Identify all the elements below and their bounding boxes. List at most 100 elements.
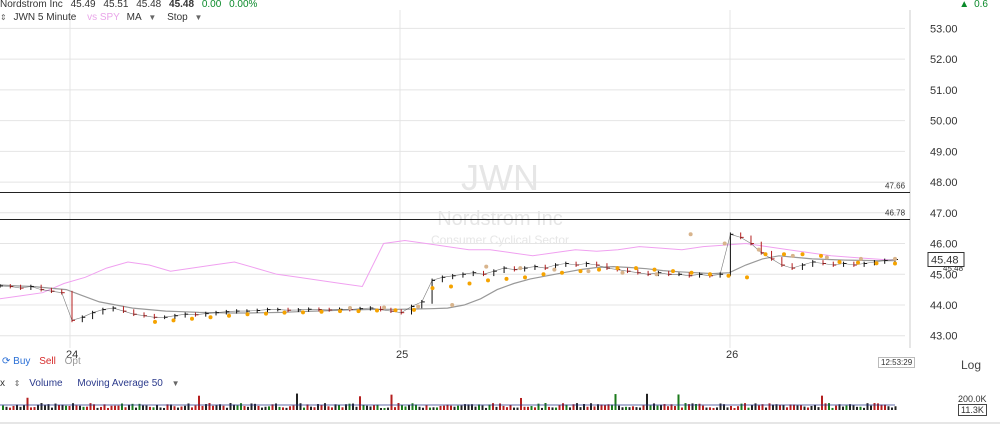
stop-dot: [245, 312, 250, 317]
volume-bar: [184, 405, 186, 410]
symbol-interval-label: JWN 5 Minute: [13, 12, 77, 23]
stop-dot: [874, 261, 879, 266]
stop-dot: [722, 241, 727, 246]
updown-icon: ⇕: [13, 379, 21, 388]
volume-bar: [345, 404, 347, 410]
volume-bar: [16, 404, 18, 410]
volume-bar: [194, 405, 197, 410]
volume-bar: [852, 405, 855, 410]
volume-bar: [205, 404, 207, 410]
volume-bar: [866, 403, 869, 410]
chevron-down-icon: ▼: [171, 379, 180, 388]
log-scale-button[interactable]: Log: [961, 358, 982, 372]
volume-bar: [331, 407, 333, 410]
volume-bar: [247, 406, 249, 410]
symbol-interval-dropdown[interactable]: ⇕ JWN 5 Minute: [0, 12, 80, 23]
y-tick-label: 45.00: [930, 269, 958, 281]
volume-bar: [551, 407, 554, 410]
volume-bar: [446, 404, 449, 410]
volume-bar: [751, 405, 753, 410]
volume-bar: [226, 407, 228, 410]
ma-dropdown[interactable]: MA ▼: [127, 12, 161, 23]
volume-bar: [845, 405, 848, 410]
volume-bar: [744, 403, 746, 410]
volume-bar: [754, 403, 757, 410]
volume-bar: [236, 405, 239, 410]
horizontal-line-label: 46.78: [885, 209, 906, 218]
compare-label[interactable]: vs SPY: [87, 12, 120, 23]
volume-bar: [831, 407, 834, 410]
volume-bar: [677, 394, 680, 410]
volume-bar: [667, 406, 669, 410]
volume-bar: [296, 393, 298, 410]
volume-bar: [380, 407, 382, 410]
volume-bar: [117, 405, 120, 410]
volume-bar: [772, 404, 774, 410]
volume-bar: [310, 406, 312, 410]
volume-bar: [261, 407, 263, 410]
close-volume-button[interactable]: x: [0, 378, 5, 389]
volume-bar: [628, 407, 631, 410]
volume-bar: [579, 407, 582, 410]
volume-bar: [170, 404, 172, 410]
stop-dropdown[interactable]: Stop ▼: [167, 12, 206, 23]
low-price: 45.48: [136, 0, 162, 10]
volume-bar: [527, 406, 529, 410]
volume-bar: [2, 405, 4, 410]
volume-bar: [502, 405, 505, 410]
stop-dot: [356, 309, 361, 314]
timestamp: 12:53:29: [878, 357, 916, 368]
company-name: Nordstrom Inc: [0, 0, 63, 10]
volume-bar: [9, 407, 11, 410]
volume-bar: [208, 403, 211, 410]
volume-bar: [761, 404, 764, 410]
stop-dot: [518, 266, 523, 271]
sell-button[interactable]: Sell: [39, 356, 56, 367]
opt-button[interactable]: Opt: [64, 356, 81, 367]
buy-button[interactable]: ⟳ Buy: [2, 356, 30, 367]
volume-bar: [464, 404, 466, 410]
volume-bar: [44, 405, 46, 410]
stop-dot: [800, 252, 805, 257]
volume-bar: [415, 404, 417, 410]
volume-bar: [23, 405, 25, 410]
volume-bar: [271, 404, 274, 410]
volume-bar: [285, 407, 288, 410]
volume-bar: [93, 404, 95, 410]
volume-bar: [576, 403, 578, 410]
volume-bar: [131, 403, 134, 410]
volume-bar: [257, 405, 260, 410]
volume-bar: [5, 406, 8, 410]
volume-bar: [198, 395, 200, 410]
volume-bar: [660, 404, 662, 410]
volume-bar: [327, 406, 330, 410]
volume-bar: [145, 405, 148, 410]
volume-bar: [432, 407, 435, 410]
volume-bar: [313, 407, 316, 410]
volume-bar: [488, 404, 491, 410]
volume-bar: [803, 406, 806, 410]
volume-ma-dropdown[interactable]: Moving Average 50 ▼: [77, 378, 185, 389]
volume-bar: [100, 406, 102, 410]
stop-dot: [301, 310, 305, 315]
volume-current-label: 11.3K: [958, 404, 987, 416]
volume-bar: [439, 405, 442, 410]
price-chart[interactable]: JWN Nordstrom Inc Consumer Cyclical Sect…: [0, 10, 1000, 358]
stop-dot: [893, 256, 897, 261]
volume-bars: [0, 393, 1000, 424]
up-arrow-icon: ▲: [959, 0, 970, 10]
volume-bar: [586, 406, 589, 410]
volume-dropdown[interactable]: ⇕ Volume: [14, 378, 69, 389]
volume-bar: [457, 405, 459, 410]
volume-bar: [240, 403, 242, 410]
volume-bar: [12, 405, 15, 410]
volume-bar: [726, 407, 729, 410]
volume-bar: [541, 407, 543, 410]
series-layer: [0, 232, 898, 324]
volume-bar: [107, 407, 109, 410]
stop-dot: [763, 252, 768, 257]
volume-bar: [849, 404, 851, 410]
volume-bar: [401, 405, 403, 410]
watermark-sector: Consumer Cyclical Sector: [431, 233, 569, 247]
volume-bar: [229, 403, 232, 410]
